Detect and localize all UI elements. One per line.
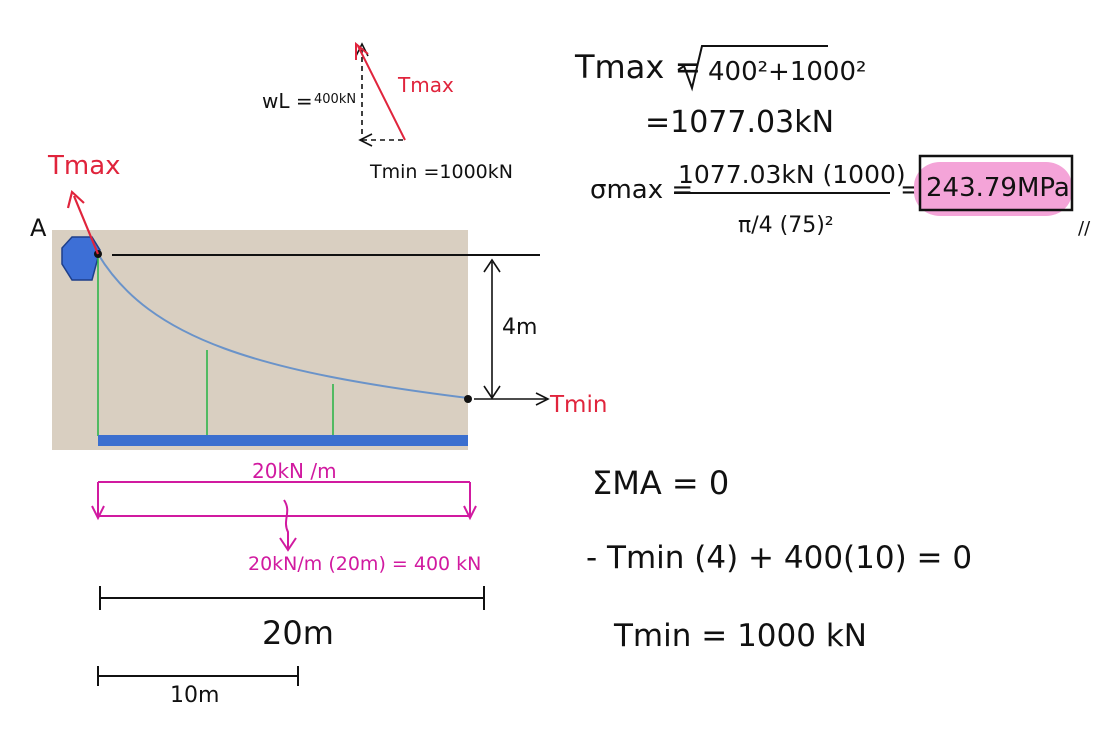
sigma-equation: σmax = 1077.03kN (1000) π/4 (75)² = 243.… [590,154,1091,239]
tmax-result: =1077.03kN [645,105,834,140]
tmax-arrowhead [66,189,85,209]
tmax-label: Tmax [47,151,121,181]
sigma-lhs: σmax = [590,175,693,205]
load-label: 20kN /m [252,459,337,483]
sqrt-sign [677,45,828,92]
tmin-arrowhead-main [535,392,550,406]
cable-bridge-panel [52,230,472,450]
sag-arrow-down [483,385,501,400]
resultant-label: 20kN/m (20m) = 400 kN [248,553,481,575]
bridge-deck [98,435,468,446]
wl-label: wL = [262,89,313,113]
sigma-numerator: 1077.03kN (1000) [678,160,906,189]
moment-equation: - Tmin (4) + 400(10) = 0 [586,540,972,576]
sag-arrow-up [483,258,501,273]
free-body-sketch: wL = 400kN Tmax Tmin =1000kN [262,41,513,183]
tmax-radicand: 400²+1000² [708,57,866,87]
tmax-lhs: Tmax = [574,48,701,86]
tmax-sketch-line [357,45,406,141]
half-span-label: 10m [170,683,219,708]
tmax-sketch-label: Tmax [397,73,454,97]
tmax-equation: Tmax = 400²+1000² =1077.03kN [574,45,866,140]
result-box [918,154,1074,212]
point-a-label: A [30,214,47,242]
tmax-arrow [72,195,100,255]
sag-label: 4m [502,315,537,340]
sigma-result: 243.79MPa [926,173,1070,203]
load-right-arrowhead [463,505,477,521]
resultant-arrow [283,499,289,548]
resultant-arrowhead [279,537,297,552]
wl-value: 400kN [314,92,356,107]
cable-curve [97,253,469,399]
moment-sum: ΣMA = 0 [592,464,729,502]
tmin-result: Tmin = 1000 kN [613,618,867,654]
distributed-load: 20kN /m 20kN/m (20m) = 400 kN [91,459,481,575]
load-left-arrowhead [91,505,105,521]
support-a [61,236,101,281]
sigma-denominator: π/4 (75)² [738,213,834,238]
panel-background [52,230,468,450]
span-label: 20m [262,614,334,652]
node-low [464,395,472,403]
tmin-arrowhead [358,133,373,147]
tmax-sketch-arrowhead [355,41,369,60]
result-highlight [914,162,1072,216]
final-answer-tick: // [1078,218,1091,239]
tmin-label: Tmin [549,392,607,418]
tmin-sketch-label: Tmin =1000kN [369,161,513,183]
